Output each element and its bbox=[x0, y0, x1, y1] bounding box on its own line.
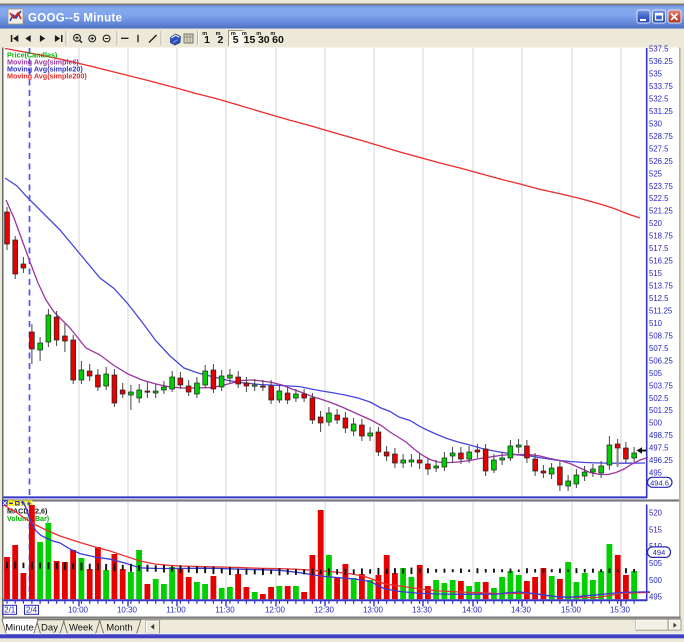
svg-text:Month: Month bbox=[106, 623, 132, 634]
svg-text:494.6: 494.6 bbox=[650, 478, 669, 487]
svg-text:520: 520 bbox=[649, 509, 663, 518]
svg-text:525: 525 bbox=[649, 169, 663, 178]
svg-text:498.75: 498.75 bbox=[649, 431, 674, 440]
svg-text:Moving Avg(simple20): Moving Avg(simple20) bbox=[7, 64, 83, 73]
svg-text:12:00: 12:00 bbox=[265, 605, 286, 614]
svg-text:501.25: 501.25 bbox=[649, 406, 674, 415]
svg-text:500: 500 bbox=[649, 576, 663, 585]
svg-text:527.5: 527.5 bbox=[649, 144, 669, 153]
svg-text:10:30: 10:30 bbox=[117, 605, 138, 614]
svg-text:516.25: 516.25 bbox=[649, 257, 674, 266]
svg-text:526.25: 526.25 bbox=[649, 157, 674, 166]
svg-text:495: 495 bbox=[649, 469, 663, 478]
svg-text:523.75: 523.75 bbox=[649, 182, 674, 191]
svg-text:515: 515 bbox=[649, 269, 663, 278]
svg-text:505: 505 bbox=[649, 369, 663, 378]
svg-text:515: 515 bbox=[649, 525, 663, 534]
svg-text:528.75: 528.75 bbox=[649, 132, 674, 141]
svg-text:15: 15 bbox=[244, 34, 256, 46]
svg-text:60: 60 bbox=[272, 34, 284, 46]
svg-text:511.25: 511.25 bbox=[649, 307, 673, 316]
svg-text:m: m bbox=[202, 31, 207, 37]
svg-text:11:00: 11:00 bbox=[166, 605, 186, 614]
svg-text:Price(Candles): Price(Candles) bbox=[7, 50, 58, 59]
svg-text:Day: Day bbox=[41, 623, 58, 634]
svg-text:15:30: 15:30 bbox=[610, 605, 631, 614]
svg-text:5: 5 bbox=[233, 34, 239, 46]
svg-text:15:00: 15:00 bbox=[561, 605, 582, 614]
svg-text:512.5: 512.5 bbox=[649, 294, 669, 303]
svg-text:505: 505 bbox=[649, 559, 663, 568]
svg-text:Moving Avg(simple200): Moving Avg(simple200) bbox=[7, 71, 87, 80]
svg-text:497.5: 497.5 bbox=[649, 444, 669, 453]
svg-text:530: 530 bbox=[649, 119, 663, 128]
svg-text:Volume(Bar): Volume(Bar) bbox=[7, 514, 50, 523]
svg-text:m: m bbox=[270, 31, 275, 37]
svg-text:10:00: 10:00 bbox=[68, 605, 89, 614]
svg-text:536.25: 536.25 bbox=[649, 57, 674, 66]
svg-text:531.25: 531.25 bbox=[649, 107, 674, 116]
svg-text:518.75: 518.75 bbox=[649, 232, 674, 241]
svg-text:503.75: 503.75 bbox=[649, 381, 674, 390]
svg-text:13:00: 13:00 bbox=[363, 605, 384, 614]
svg-text:m: m bbox=[216, 31, 221, 37]
svg-text:30: 30 bbox=[258, 34, 270, 46]
svg-text:496.25: 496.25 bbox=[649, 456, 674, 465]
svg-text:522.5: 522.5 bbox=[649, 194, 669, 203]
svg-text:521.25: 521.25 bbox=[649, 207, 674, 216]
svg-text:13:30: 13:30 bbox=[412, 605, 433, 614]
svg-text:14:00: 14:00 bbox=[462, 605, 483, 614]
svg-text:1: 1 bbox=[204, 34, 210, 46]
svg-text:502.5: 502.5 bbox=[649, 394, 669, 403]
svg-text:532.5: 532.5 bbox=[649, 95, 669, 104]
svg-text:2/4: 2/4 bbox=[26, 605, 38, 614]
svg-text:513.75: 513.75 bbox=[649, 282, 674, 291]
svg-text:2: 2 bbox=[217, 34, 223, 46]
svg-text:Week: Week bbox=[69, 623, 93, 634]
svg-text:495: 495 bbox=[649, 593, 663, 602]
svg-text:510: 510 bbox=[649, 319, 663, 328]
svg-text:m: m bbox=[242, 31, 247, 37]
svg-text:508.75: 508.75 bbox=[649, 331, 674, 340]
svg-text:520: 520 bbox=[649, 219, 663, 228]
svg-text:12:30: 12:30 bbox=[314, 605, 335, 614]
svg-text:506.25: 506.25 bbox=[649, 356, 674, 365]
svg-text:Minute: Minute bbox=[5, 623, 34, 634]
svg-text:533.75: 533.75 bbox=[649, 82, 674, 91]
svg-text:m: m bbox=[256, 31, 261, 37]
svg-text:535: 535 bbox=[649, 70, 663, 79]
svg-text:GOOG--5 Minute: GOOG--5 Minute bbox=[28, 12, 122, 24]
svg-text:500: 500 bbox=[649, 419, 663, 428]
svg-text:494: 494 bbox=[653, 548, 666, 557]
svg-text:2/1: 2/1 bbox=[4, 605, 16, 614]
svg-text:14:30: 14:30 bbox=[511, 605, 532, 614]
svg-text:517.5: 517.5 bbox=[649, 244, 669, 253]
svg-text:Moving Avg(simple6): Moving Avg(simple6) bbox=[7, 57, 79, 66]
svg-text:11:30: 11:30 bbox=[215, 605, 235, 614]
svg-text:537.5: 537.5 bbox=[649, 45, 669, 54]
svg-text:m: m bbox=[231, 31, 236, 37]
svg-text:507.5: 507.5 bbox=[649, 344, 669, 353]
